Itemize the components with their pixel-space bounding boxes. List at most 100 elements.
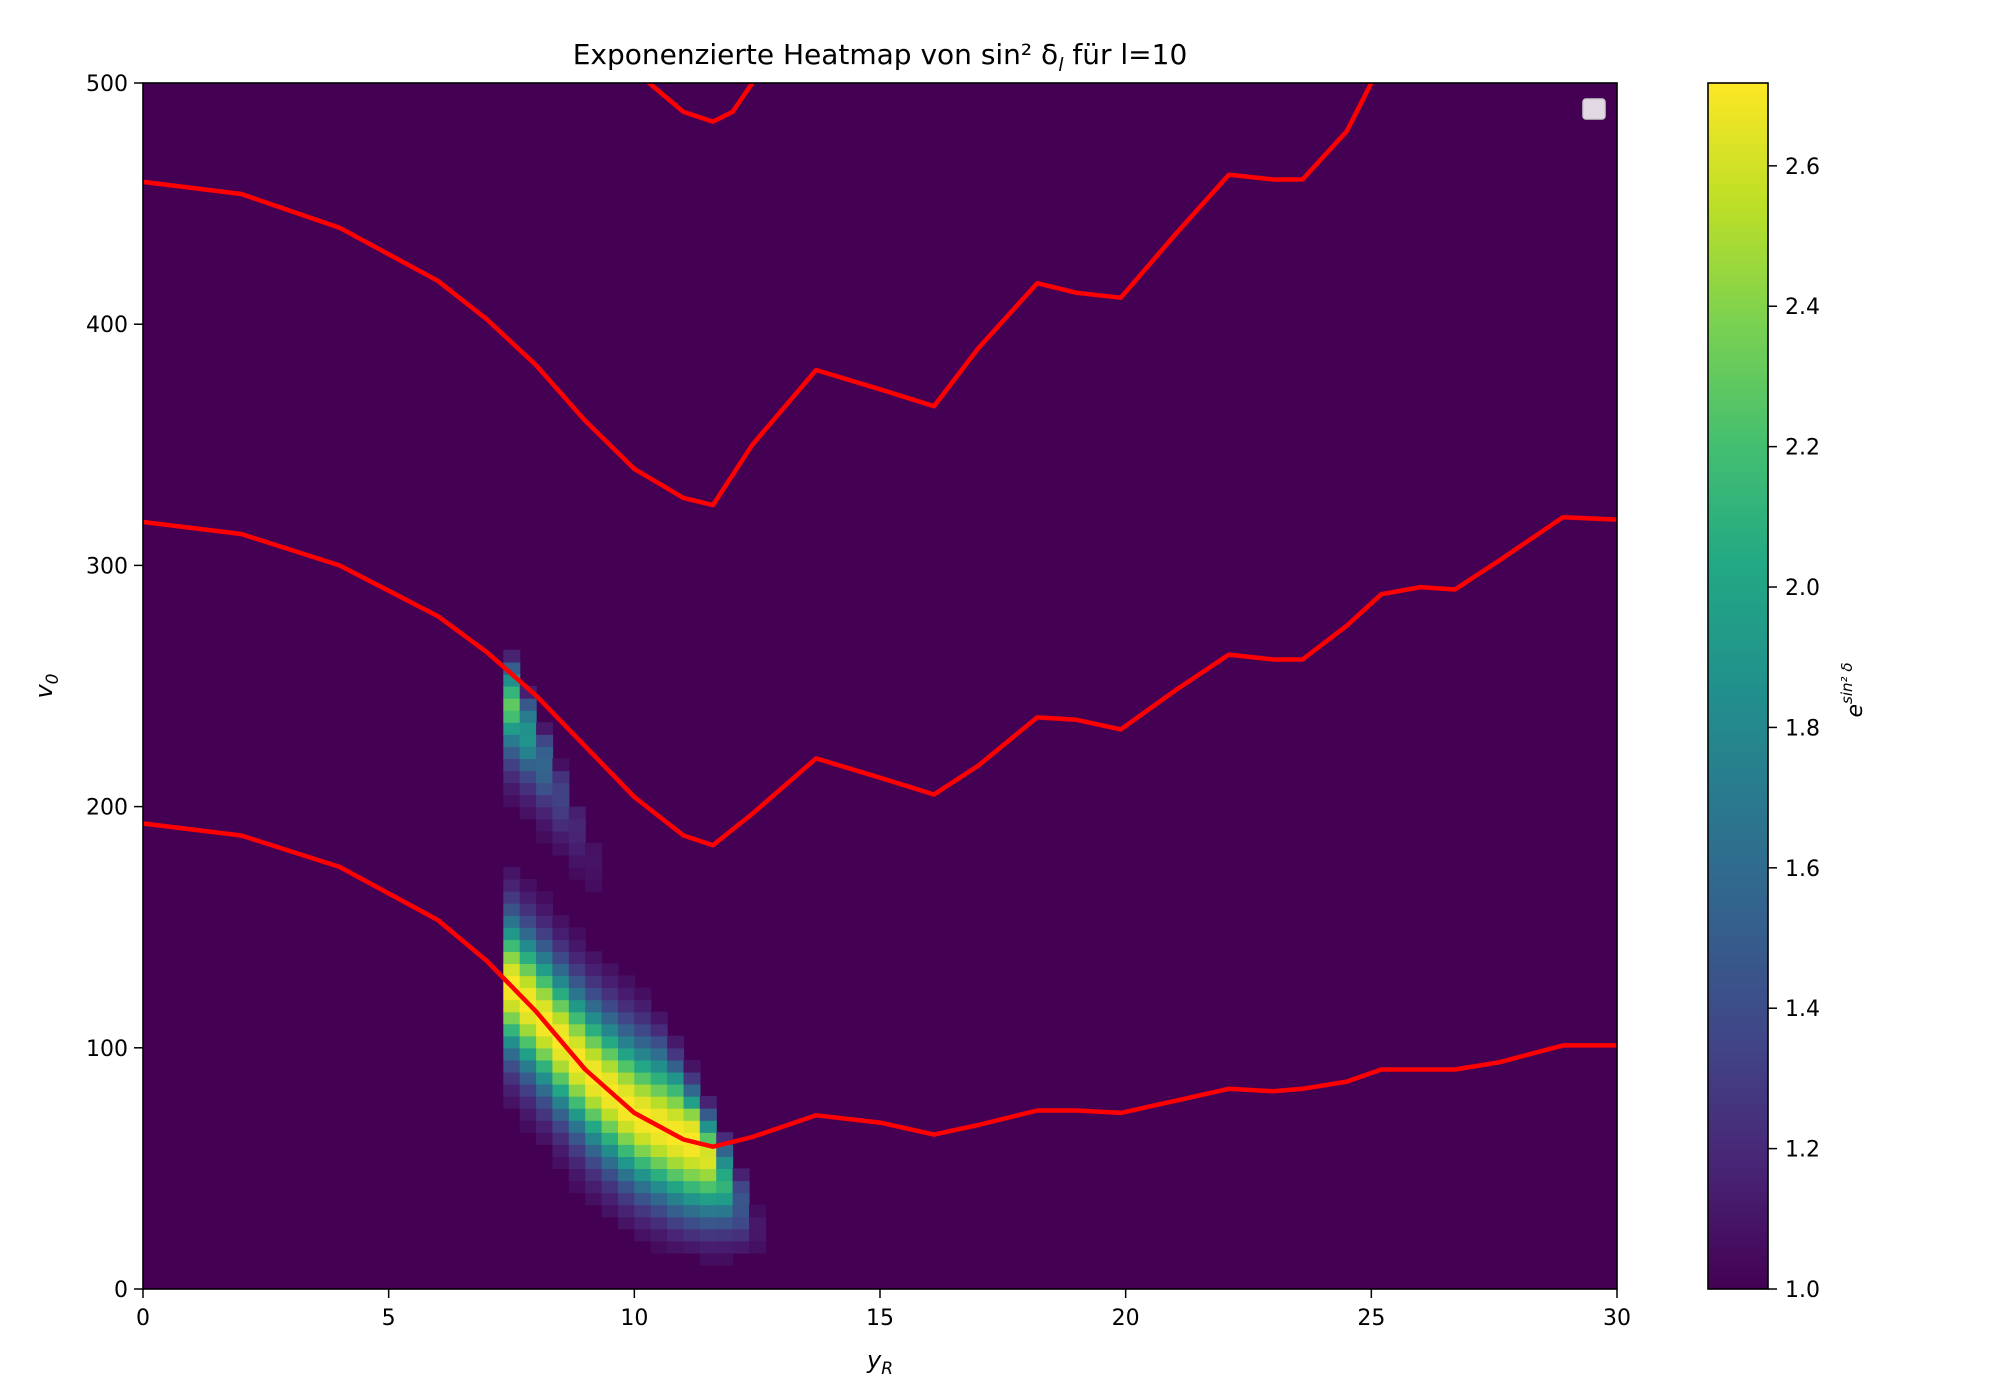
heatmap-cell xyxy=(634,1047,652,1061)
heatmap-cell xyxy=(667,1216,685,1230)
heatmap-cell xyxy=(585,963,603,977)
heatmap-cell xyxy=(601,1071,619,1085)
heatmap-cell xyxy=(618,1216,635,1230)
heatmap-cell xyxy=(536,1047,554,1061)
heatmap-cell xyxy=(601,1096,619,1109)
heatmap-cell xyxy=(601,1144,619,1157)
heatmap-cell xyxy=(650,1035,668,1049)
heatmap-cell xyxy=(650,1084,668,1097)
heatmap-cell xyxy=(683,1180,701,1194)
y-tick-label: 200 xyxy=(86,796,128,821)
heatmap-cell xyxy=(568,818,586,832)
heatmap-cell xyxy=(568,1096,586,1109)
colorbar-ticks: 1.0 1.2 1.4 1.6 1.8 2.0 2.2 2.4 2.6 xyxy=(1768,155,1820,1303)
plot-area xyxy=(142,82,1618,1290)
heatmap-cell xyxy=(503,927,521,940)
heatmap-cell xyxy=(601,1059,619,1073)
heatmap-cell xyxy=(536,975,554,989)
heatmap-cell xyxy=(732,1168,750,1182)
heatmap-cell xyxy=(568,854,586,868)
heatmap-cell xyxy=(650,1168,668,1182)
heatmap-cell xyxy=(650,1071,668,1085)
heatmap-cell xyxy=(519,1023,537,1037)
heatmap-cell xyxy=(536,939,554,952)
heatmap-cell xyxy=(536,770,554,784)
heatmap-cell xyxy=(568,951,586,964)
heatmap-cell xyxy=(601,1156,619,1169)
heatmap-cell xyxy=(503,963,521,977)
heatmap-cell xyxy=(634,1228,652,1242)
heatmap-cell xyxy=(650,1096,668,1109)
heatmap-cell xyxy=(552,1059,570,1073)
heatmap-cell xyxy=(618,1180,635,1194)
heatmap-cell xyxy=(536,734,554,747)
heatmap-cell xyxy=(552,818,570,832)
colorbar-tick-label: 1.2 xyxy=(1785,1138,1820,1163)
heatmap-cell xyxy=(536,1035,554,1049)
heatmap-cell xyxy=(568,1120,586,1133)
heatmap-cell xyxy=(699,1192,717,1206)
heatmap-cell xyxy=(503,734,521,747)
heatmap-cell xyxy=(552,1156,570,1169)
heatmap-cell xyxy=(503,891,521,904)
heatmap-cell xyxy=(552,842,570,856)
heatmap-cell xyxy=(699,1096,717,1109)
heatmap-cell xyxy=(552,830,570,844)
heatmap-cell xyxy=(716,1156,734,1169)
heatmap-cell xyxy=(536,746,554,759)
heatmap-cell xyxy=(568,975,586,989)
heatmap-cell xyxy=(601,1011,619,1025)
heatmap-cell xyxy=(634,1216,652,1230)
heatmap-cell xyxy=(634,1096,652,1109)
heatmap-cell xyxy=(519,1108,537,1121)
heatmap-cell xyxy=(585,1035,603,1049)
legend-box xyxy=(1582,98,1606,120)
heatmap-cell xyxy=(667,1204,685,1218)
heatmap-cell xyxy=(503,794,521,808)
heatmap-cell xyxy=(618,1096,635,1109)
heatmap-cell xyxy=(650,1108,668,1121)
heatmap-cell xyxy=(601,999,619,1013)
heatmap-cell xyxy=(601,1023,619,1037)
x-tick-label: 25 xyxy=(1357,1306,1385,1331)
heatmap-cell xyxy=(650,1192,668,1206)
heatmap-cell xyxy=(667,1144,685,1157)
heatmap-cell xyxy=(601,1192,619,1206)
x-axis-label: yR xyxy=(866,1346,893,1379)
heatmap-cell xyxy=(568,1071,586,1085)
heatmap-cell xyxy=(667,1108,685,1121)
heatmap-cell xyxy=(536,722,554,735)
heatmap-cell xyxy=(519,1084,537,1097)
heatmap-cell xyxy=(601,1180,619,1194)
heatmap-cell xyxy=(650,1240,668,1254)
curve-line-1 xyxy=(143,821,1617,1149)
heatmap-cell xyxy=(699,1204,717,1218)
heatmap-cell xyxy=(503,939,521,952)
heatmap-cell xyxy=(634,1204,652,1218)
curve-line-4 xyxy=(646,83,755,124)
heatmap-cell xyxy=(683,1156,701,1169)
heatmap-cell xyxy=(536,891,554,904)
heatmap-cell xyxy=(568,939,586,952)
heatmap-cell xyxy=(536,758,554,772)
heatmap-cell xyxy=(552,915,570,928)
heatmap-cell xyxy=(683,1084,701,1097)
heatmap-cell xyxy=(503,746,521,759)
heatmap-cell xyxy=(667,1228,685,1242)
heatmap-cell xyxy=(503,1035,521,1049)
heatmap-cell xyxy=(519,1011,537,1025)
heatmap-cell xyxy=(716,1240,734,1254)
curve-line-3 xyxy=(143,83,1374,508)
heatmap-cell xyxy=(650,1011,668,1025)
heatmap-cell xyxy=(536,1096,554,1109)
heatmap-cell xyxy=(552,1084,570,1097)
heatmap-cell xyxy=(552,782,570,796)
heatmap-cell xyxy=(552,1096,570,1109)
heatmap-cell xyxy=(716,1168,734,1182)
heatmap-cell xyxy=(618,1156,635,1169)
heatmap-cell xyxy=(634,1084,652,1097)
heatmap-cell xyxy=(552,1144,570,1157)
heatmap-cell xyxy=(716,1216,734,1230)
heatmap-cell xyxy=(519,1035,537,1049)
colorbar-tick-label: 1.0 xyxy=(1785,1278,1820,1303)
